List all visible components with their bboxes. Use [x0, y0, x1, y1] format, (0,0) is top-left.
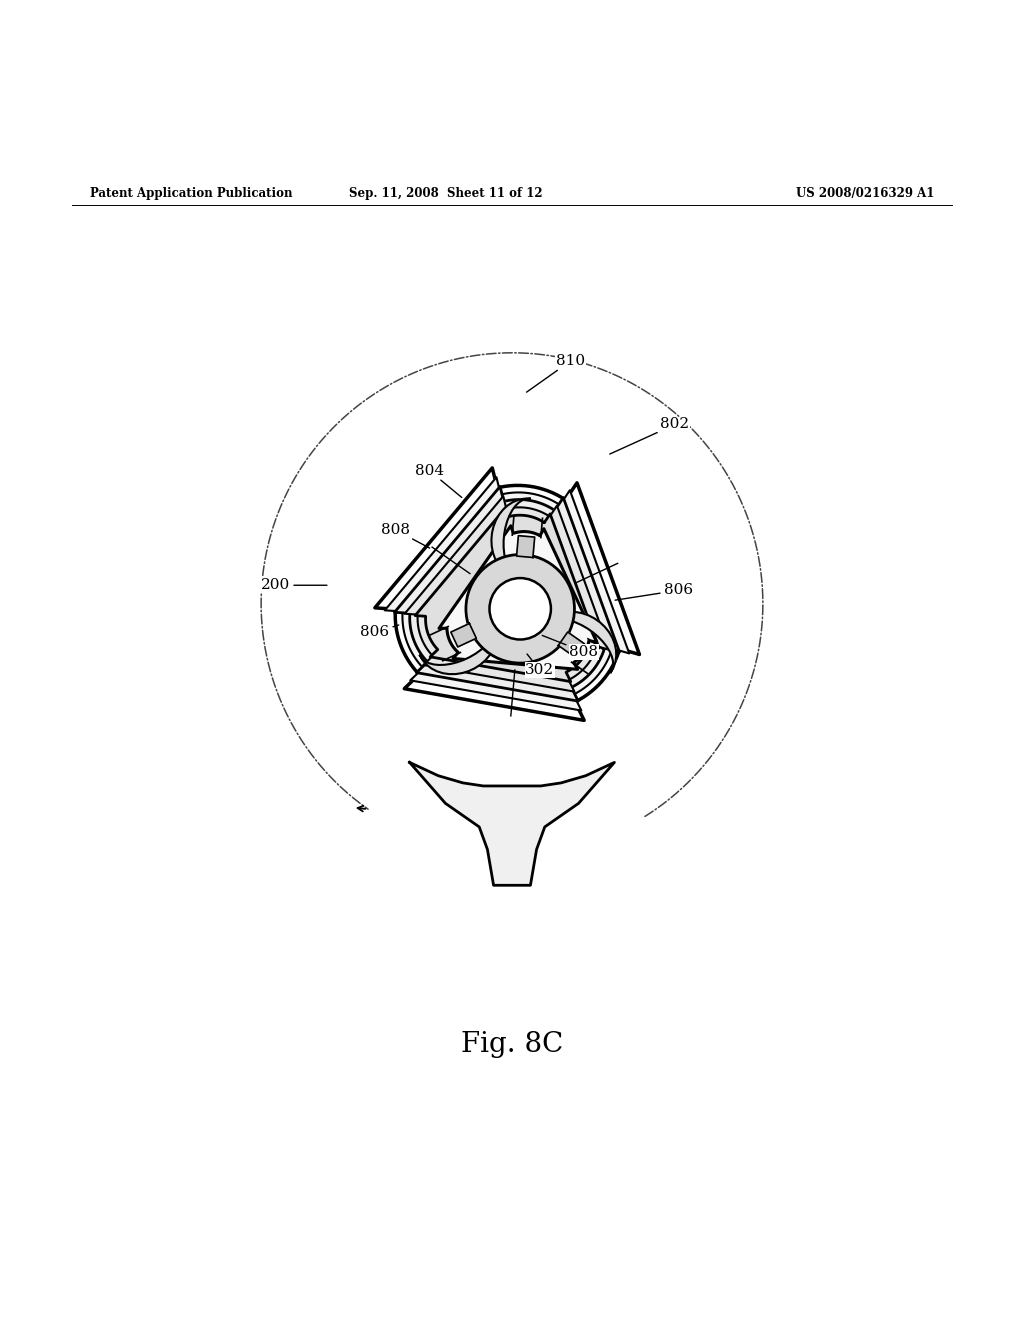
Polygon shape — [544, 612, 616, 672]
Text: 810: 810 — [526, 354, 585, 392]
Circle shape — [466, 554, 574, 663]
Polygon shape — [394, 487, 620, 701]
Text: 302: 302 — [525, 653, 554, 677]
Polygon shape — [385, 478, 630, 710]
Polygon shape — [516, 536, 535, 557]
Circle shape — [489, 578, 551, 639]
Text: 806: 806 — [615, 583, 692, 601]
Polygon shape — [451, 623, 476, 647]
Polygon shape — [404, 496, 609, 692]
Polygon shape — [375, 467, 639, 721]
Polygon shape — [492, 499, 529, 581]
Polygon shape — [558, 632, 585, 657]
Text: Sep. 11, 2008  Sheet 11 of 12: Sep. 11, 2008 Sheet 11 of 12 — [348, 187, 543, 201]
Text: 808: 808 — [543, 635, 598, 659]
Text: 802: 802 — [609, 417, 689, 454]
Text: 806: 806 — [360, 624, 398, 639]
Text: 200: 200 — [261, 578, 327, 593]
Polygon shape — [415, 507, 599, 681]
Text: Patent Application Publication: Patent Application Publication — [90, 187, 293, 201]
Polygon shape — [410, 763, 614, 886]
Text: 804: 804 — [415, 463, 462, 498]
Text: Fig. 8C: Fig. 8C — [461, 1031, 563, 1057]
Text: 808: 808 — [381, 523, 430, 548]
Polygon shape — [420, 620, 497, 675]
Text: US 2008/0216329 A1: US 2008/0216329 A1 — [796, 187, 934, 201]
Polygon shape — [439, 525, 597, 669]
